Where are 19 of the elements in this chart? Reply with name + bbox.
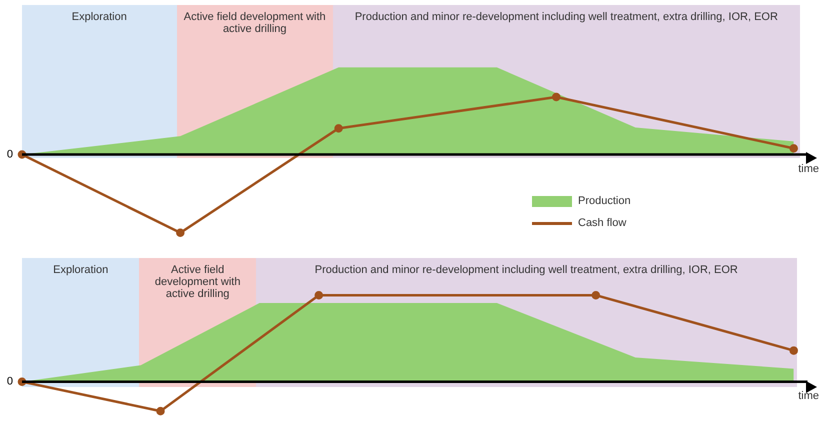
text: Production and minor re-development including well treatment, extra drilling, IOR, EOR [354,11,778,23]
point [552,92,561,102]
legend-label: Production [578,195,631,207]
text: 0 [6,376,13,388]
point [592,290,600,300]
text: Production and minor re-development including well treatment, extra drilling, IOR, EOR [314,264,738,276]
shaded-panel: Exploration [22,5,177,158]
text: 0 [6,148,13,160]
shaded-panel: Exploration [22,258,140,387]
point [156,406,165,416]
legend-label: Cash flow [578,217,626,229]
point [789,144,798,153]
point [334,124,343,133]
point [176,228,185,238]
point [789,346,798,355]
x-axis-title: time [798,390,819,402]
annotation: Active field development with active drilling [154,264,240,300]
x-axis-title: time [798,162,819,175]
point [314,290,324,300]
